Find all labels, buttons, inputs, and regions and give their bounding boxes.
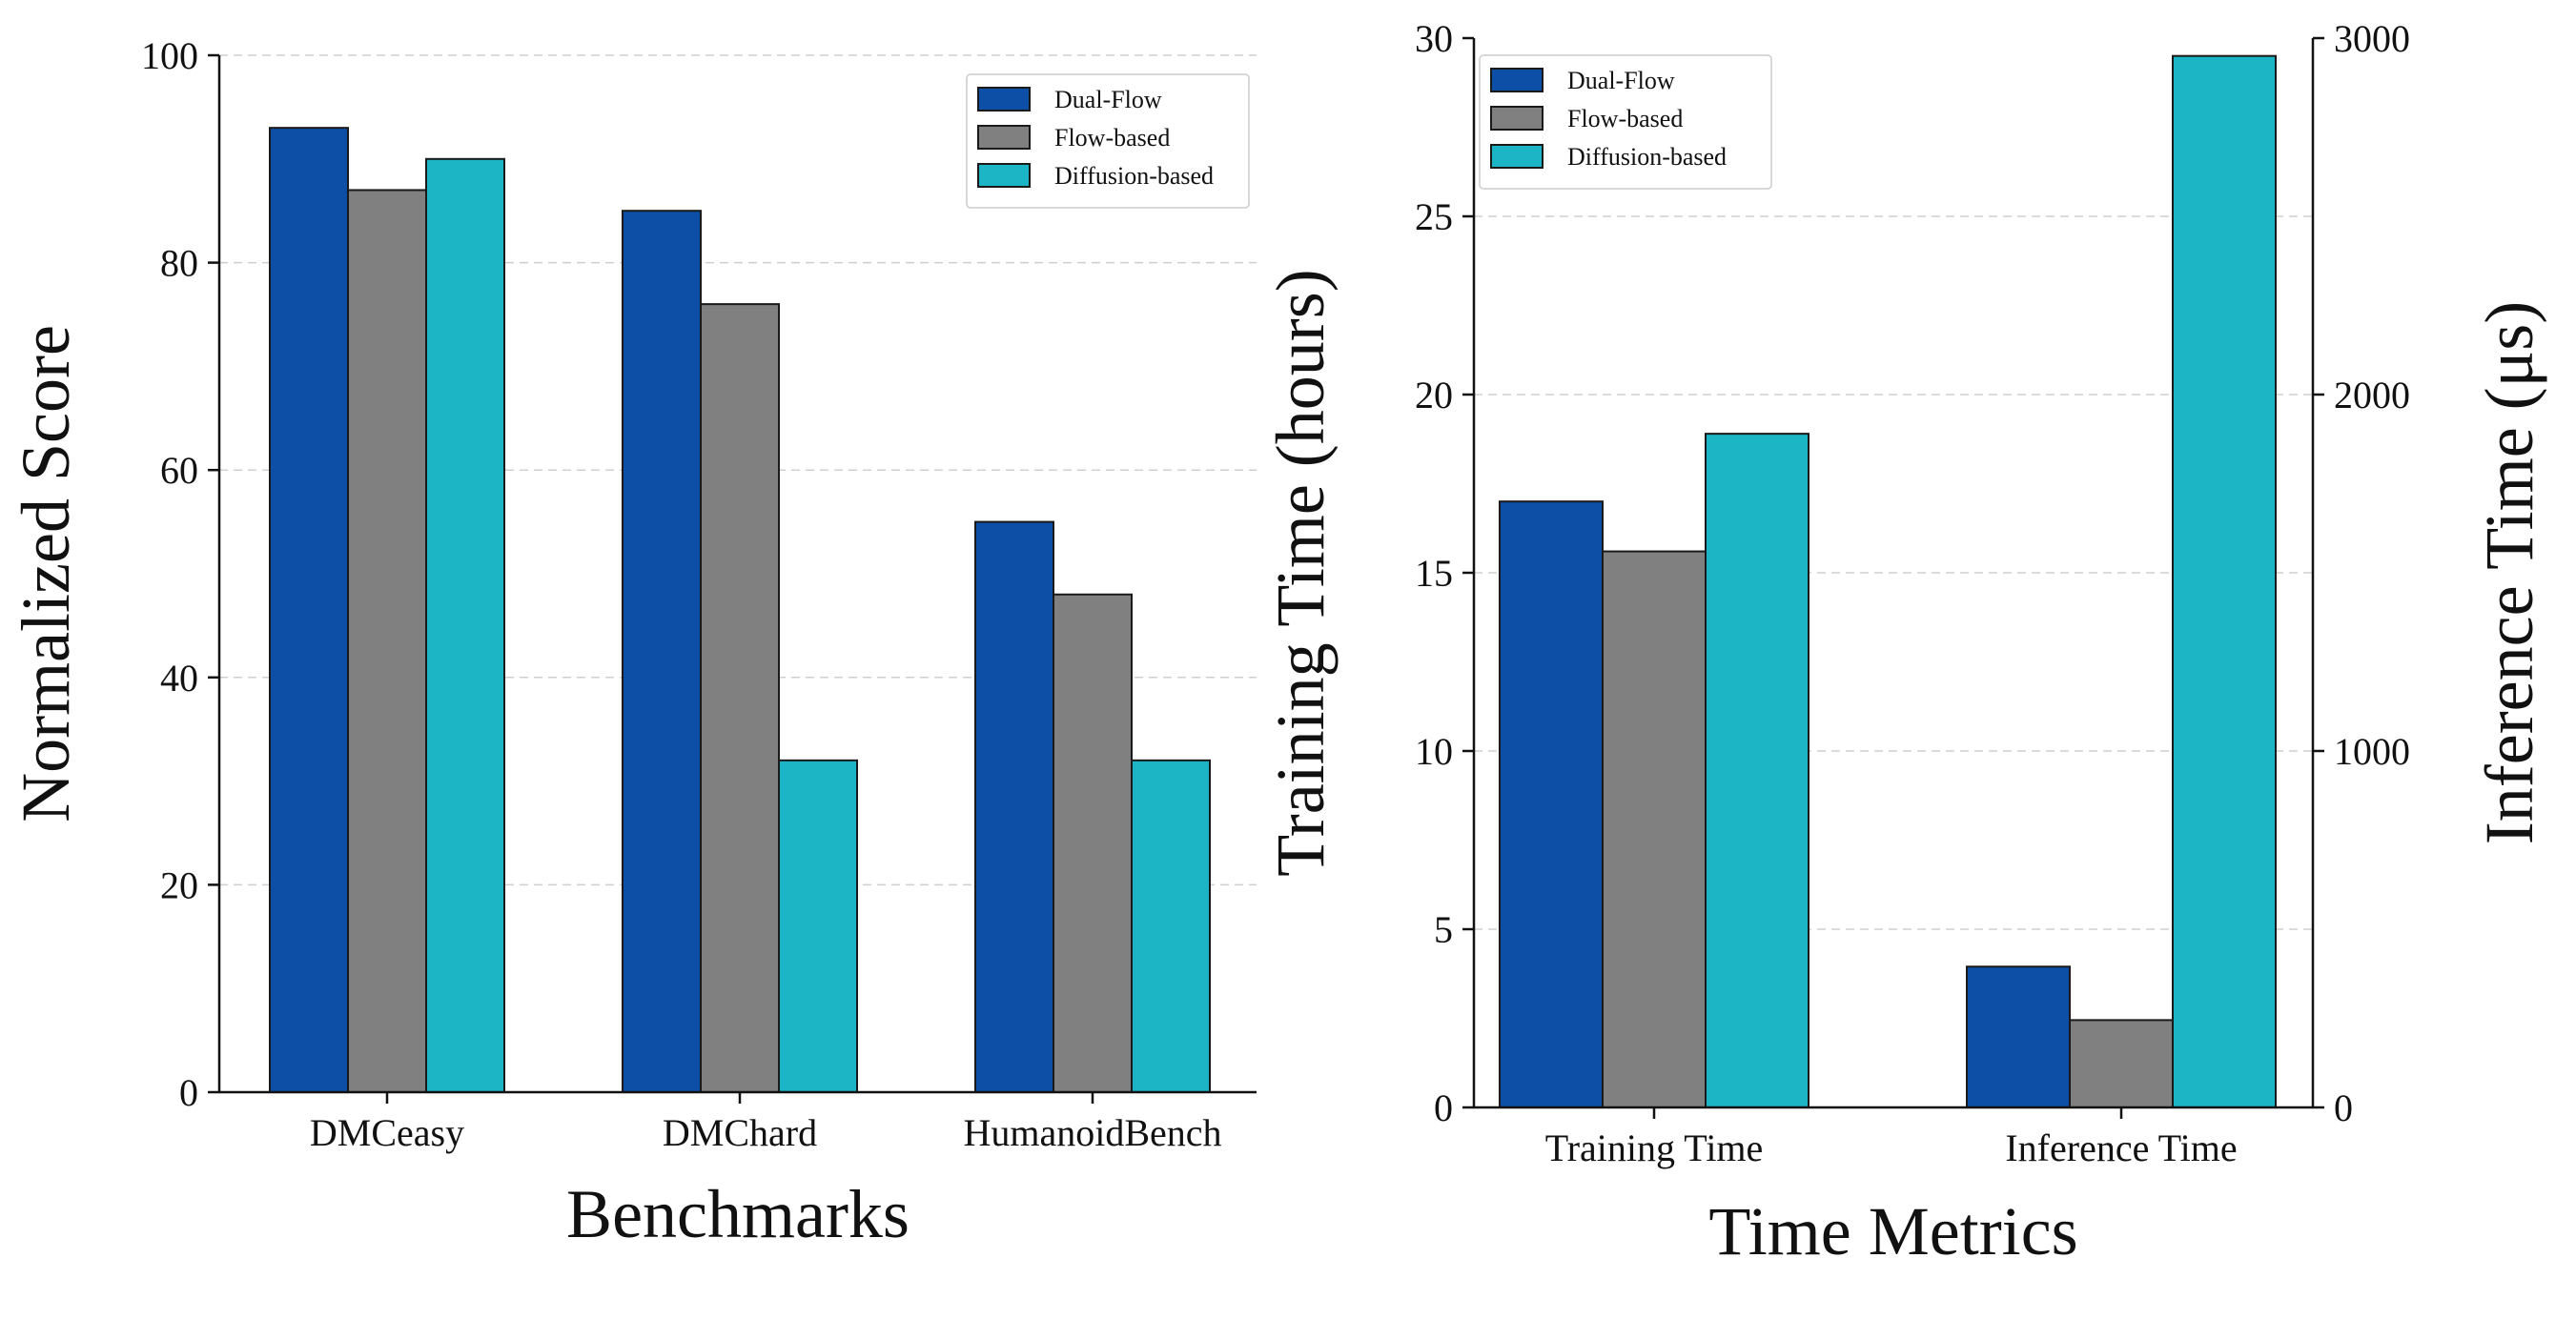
legend: Dual-Flow Flow-based Diffusion-based [1479,54,1772,190]
x-axis-title: Time Metrics [1708,1193,2077,1269]
bar-humanoidbench-flow-based [1053,593,1133,1093]
legend-label-flow-based: Flow-based [1567,105,1683,132]
x-axis-title: Benchmarks [566,1176,910,1252]
y-tick-label: 0 [179,1071,198,1114]
bar-dmchard-diffusion-based [778,759,858,1094]
y-tick-label: 25 [1415,195,1453,238]
legend-label-diffusion-based: Diffusion-based [1567,143,1727,171]
x-tick-label: HumanoidBench [963,1111,1221,1154]
y2-tick-label: 0 [2334,1086,2353,1129]
legend-frame [1479,54,1772,190]
bar-dmchard-flow-based [700,303,780,1093]
bar-inference-time-dual-flow [1966,965,2071,1109]
bar-inference-time-flow-based [2069,1019,2174,1108]
y-axis-title: Training Time (hours) [1262,269,1339,876]
y-tick-label: 10 [1415,730,1453,773]
chart-left-benchmarks: 0 20 40 60 80 100 DMCeasy DMChard HumanoidBench B… [8,34,1257,1252]
y-axis-title: Normalized Score [8,325,84,822]
legend-swatch-diffusion-based [1490,144,1544,169]
x-tick-label: Training Time [1545,1126,1764,1169]
bar-humanoidbench-diffusion-based [1131,759,1211,1094]
legend-frame [966,73,1250,209]
legend-swatch-flow-based [977,125,1031,150]
x-tick-label: Inference Time [2005,1126,2237,1169]
y-tick-label: 40 [160,657,198,700]
legend-swatch-diffusion-based [977,163,1031,188]
legend-swatch-dual-flow [977,87,1031,112]
y2-tick-label: 3000 [2334,17,2410,60]
legend-label-dual-flow: Dual-Flow [1567,67,1675,94]
legend-label-flow-based: Flow-based [1054,124,1170,152]
bar-training-time-dual-flow [1499,500,1604,1108]
y-tick-label: 100 [141,34,198,77]
x-tick-label: DMCeasy [310,1111,464,1154]
y-tick-label: 0 [1434,1086,1453,1129]
y2-tick-label: 1000 [2334,730,2410,773]
y-tick-label: 20 [160,863,198,906]
x-tick-label: DMChard [663,1111,817,1154]
y-tick-label: 15 [1415,552,1453,595]
bar-inference-time-diffusion-based [2172,54,2277,1109]
legend-label-diffusion-based: Diffusion-based [1054,162,1214,190]
chart-right-time-metrics: 0 5 10 15 20 25 30 0 1000 2000 3000 Training Time In… [1262,17,2547,1269]
y2-axis-title: Inference Time (μs) [2471,301,2547,844]
bar-dmchard-dual-flow [622,210,702,1093]
y2-tick-label: 2000 [2334,374,2410,416]
y-tick-label: 20 [1415,374,1453,416]
bar-training-time-flow-based [1602,550,1707,1108]
legend-swatch-flow-based [1490,106,1544,131]
legend-label-dual-flow: Dual-Flow [1054,86,1162,113]
bar-training-time-diffusion-based [1705,433,1809,1108]
bar-dmceasy-dual-flow [269,127,349,1094]
legend-swatch-dual-flow [1490,68,1544,92]
bar-dmceasy-flow-based [347,189,427,1093]
y-tick-label: 30 [1415,17,1453,60]
bar-humanoidbench-dual-flow [974,520,1054,1093]
y-tick-label: 5 [1434,908,1453,951]
bar-dmceasy-diffusion-based [425,157,505,1094]
legend: Dual-Flow Flow-based Diffusion-based [966,73,1250,209]
y-tick-label: 80 [160,242,198,285]
y-tick-label: 60 [160,449,198,492]
